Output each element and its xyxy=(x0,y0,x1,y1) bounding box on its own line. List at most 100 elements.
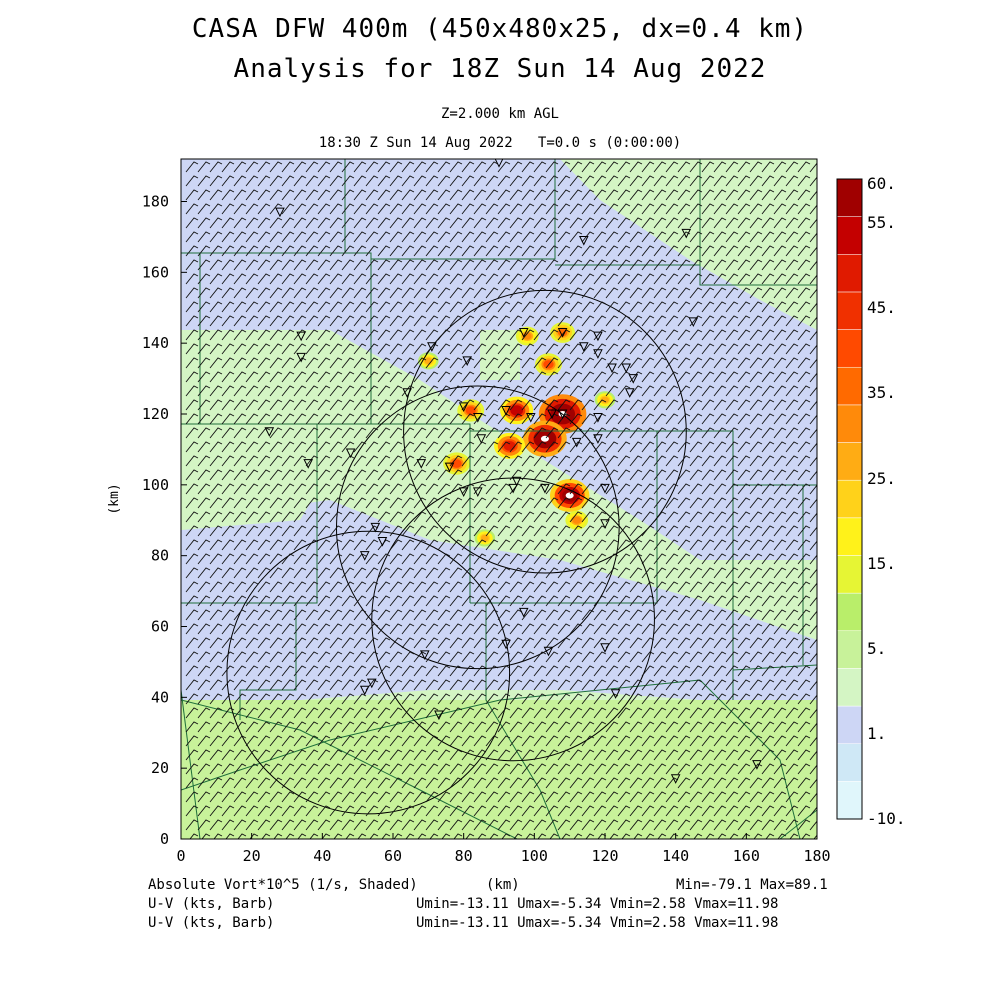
station-marker xyxy=(370,522,381,533)
wind-barb xyxy=(797,189,811,201)
wind-barb xyxy=(653,623,667,635)
wind-barb xyxy=(233,427,247,439)
station-marker xyxy=(501,639,511,650)
wind-barb xyxy=(197,427,211,439)
wind-barb xyxy=(305,735,319,747)
wind-barb xyxy=(509,301,523,313)
wind-barb xyxy=(413,539,427,551)
wind-barb xyxy=(713,455,727,467)
wind-barb xyxy=(749,259,763,271)
wind-barb xyxy=(737,777,751,789)
wind-barb xyxy=(545,581,559,593)
wind-barb xyxy=(617,567,631,579)
wind-barb xyxy=(389,245,403,257)
wind-barb xyxy=(521,441,535,453)
wind-barb xyxy=(425,371,439,383)
wind-barb xyxy=(785,679,799,691)
wind-barb xyxy=(545,357,559,369)
wind-barb xyxy=(425,329,439,341)
wind-barb xyxy=(389,259,403,271)
wind-barb xyxy=(761,287,775,299)
wind-barb xyxy=(557,469,571,481)
wind-barb xyxy=(557,399,571,411)
wind-barb xyxy=(533,399,547,411)
wind-barb xyxy=(749,315,763,327)
wind-barb xyxy=(665,287,679,299)
wind-barb xyxy=(317,581,331,593)
wind-barb xyxy=(425,287,439,299)
wind-barb xyxy=(461,539,475,551)
wind-barb xyxy=(557,273,571,285)
wind-barb xyxy=(629,343,643,355)
wind-barb xyxy=(209,777,223,789)
wind-barb xyxy=(809,806,817,817)
wind-barb xyxy=(797,203,811,215)
wind-barb xyxy=(377,511,391,523)
wind-barb xyxy=(521,231,535,243)
wind-barb xyxy=(497,721,511,733)
wind-barb xyxy=(221,749,235,761)
wind-barb xyxy=(185,735,199,747)
wind-barb xyxy=(617,343,631,355)
wind-barb xyxy=(353,721,367,733)
wind-barb xyxy=(449,679,463,691)
wind-barb xyxy=(797,511,811,523)
wind-barb xyxy=(749,371,763,383)
wind-barb xyxy=(629,245,643,257)
y-tick-label: 120 xyxy=(142,405,169,423)
wind-barb xyxy=(689,455,703,467)
wind-barb xyxy=(377,175,391,187)
wind-barb xyxy=(341,287,355,299)
wind-barb xyxy=(389,651,403,663)
colorbar-swatch xyxy=(836,404,863,443)
wind-barb xyxy=(557,217,571,229)
wind-barb xyxy=(665,497,679,509)
wind-barb xyxy=(437,245,451,257)
wind-barb xyxy=(245,315,259,327)
wind-barb xyxy=(461,693,475,705)
wind-barb xyxy=(377,385,391,397)
wind-barb xyxy=(209,539,223,551)
wind-barb xyxy=(425,441,439,453)
wind-barb xyxy=(749,455,763,467)
wind-barb xyxy=(521,637,535,649)
station-marker xyxy=(476,434,487,444)
wind-barb xyxy=(761,231,775,243)
wind-barb xyxy=(257,231,271,243)
wind-barb xyxy=(785,581,799,593)
wind-barb xyxy=(365,623,379,635)
wind-barb xyxy=(449,651,463,663)
wind-barb xyxy=(773,231,787,243)
wind-barb xyxy=(257,609,271,621)
wind-barb xyxy=(353,539,367,551)
wind-barb xyxy=(437,595,451,607)
wind-barb xyxy=(245,693,259,705)
wind-barb xyxy=(197,763,211,775)
wind-barb xyxy=(665,511,679,523)
wind-barb xyxy=(533,301,547,313)
wind-barb xyxy=(677,343,691,355)
wind-barb xyxy=(425,301,439,313)
wind-barb xyxy=(317,371,331,383)
wind-barb xyxy=(641,707,655,719)
wind-barb xyxy=(197,315,211,327)
wind-barb xyxy=(581,315,595,327)
wind-barb xyxy=(585,833,595,839)
wind-barb xyxy=(197,637,211,649)
wind-barb xyxy=(545,777,559,789)
wind-barb xyxy=(761,763,775,775)
wind-barb xyxy=(329,399,343,411)
wind-barb xyxy=(413,581,427,593)
wind-barb xyxy=(245,483,259,495)
wind-barb xyxy=(593,777,607,789)
wind-barb xyxy=(293,245,307,257)
wind-barb xyxy=(461,189,475,201)
wind-barb xyxy=(449,413,463,425)
wind-barb xyxy=(533,259,547,271)
wind-barb xyxy=(665,553,679,565)
wind-barb xyxy=(185,455,199,467)
wind-barb xyxy=(689,245,703,257)
wind-barb xyxy=(509,819,523,831)
wind-barb xyxy=(401,763,415,775)
wind-barb xyxy=(281,805,295,817)
